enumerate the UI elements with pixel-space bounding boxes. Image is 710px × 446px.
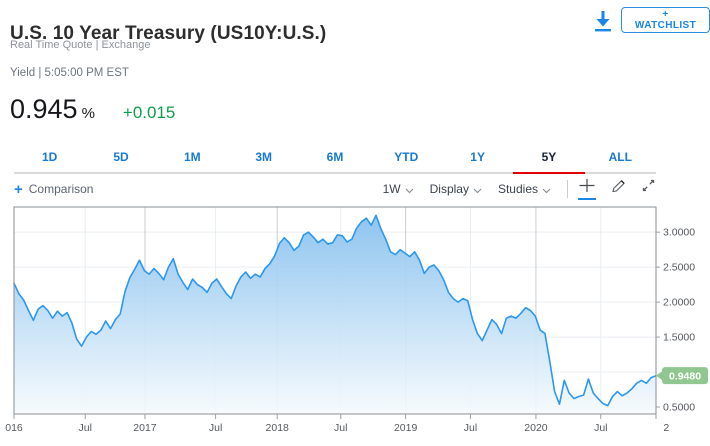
x-tick-label: Jul: [334, 422, 347, 434]
last-price: 0.945: [10, 94, 78, 124]
toolbar-divider: [567, 180, 568, 198]
last-price-badge-label: 0.9480: [669, 370, 701, 382]
x-tick-label: 2: [663, 422, 669, 434]
y-tick-label: 0.5000: [663, 402, 695, 414]
chart-dropdowns: 1W Display Studies: [383, 182, 567, 196]
price-unit: %: [81, 105, 95, 122]
x-tick-label: Jul: [464, 422, 477, 434]
price-row: 0.945 % +0.015: [10, 94, 175, 125]
price-chart-svg[interactable]: 016 Jul 2017 Jul 2018 Jul 2019 Jul 2020 Jul 2 3.000…: [0, 200, 710, 446]
comparison-button[interactable]: + Comparison: [14, 181, 93, 198]
tab-all[interactable]: ALL: [608, 150, 632, 164]
x-tick-label: 2020: [524, 422, 548, 434]
x-tick-label: 2018: [266, 422, 290, 434]
x-tick-label: 2017: [133, 422, 157, 434]
fullscreen-button[interactable]: [641, 178, 656, 200]
quote-context-line: Yield | 5:05:00 PM EST: [10, 67, 129, 79]
tab-1m[interactable]: 1M: [183, 150, 201, 164]
quote-source-label: Real Time Quote | Exchange: [10, 39, 151, 51]
draw-tool-button[interactable]: [610, 178, 627, 200]
pencil-icon: [610, 178, 627, 196]
x-tick-label: 2019: [394, 422, 418, 434]
y-tick-label: 2.5000: [663, 262, 695, 274]
download-icon: [591, 11, 615, 37]
comparison-label: Comparison: [28, 182, 94, 196]
x-tick-label: Jul: [209, 422, 222, 434]
chart-toolbar: + Comparison 1W Display Studies: [14, 177, 656, 201]
x-tick-label: Jul: [594, 422, 607, 434]
series-line: [13, 214, 657, 407]
chevron-down-icon: [473, 188, 482, 193]
tab-ytd[interactable]: YTD: [394, 150, 419, 164]
tab-5y[interactable]: 5Y: [513, 146, 585, 174]
tab-1y[interactable]: 1Y: [470, 150, 485, 164]
price-change: +0.015: [122, 103, 176, 122]
y-tick-label: 2.0000: [663, 297, 695, 309]
plus-icon: +: [14, 180, 23, 198]
expand-icon: [641, 178, 656, 196]
dropdown-display[interactable]: Display: [430, 182, 482, 196]
last-price-badge-arrow: [656, 370, 663, 381]
tab-1d[interactable]: 1D: [41, 150, 58, 164]
tab-3m[interactable]: 3M: [255, 150, 272, 164]
tab-6m[interactable]: 6M: [326, 150, 344, 164]
x-tick-label: Jul: [79, 422, 92, 434]
chevron-down-icon: [542, 188, 551, 193]
range-tabs: 1D 5D 1M 3M 6M YTD 1Y 5Y ALL: [14, 146, 656, 174]
add-watchlist-button[interactable]: + WATCHLIST: [621, 7, 710, 33]
dropdown-label: Studies: [497, 182, 538, 196]
dropdown-studies[interactable]: Studies: [498, 182, 551, 196]
chevron-down-icon: [405, 188, 414, 193]
x-tick-label: 016: [5, 422, 23, 434]
plot-border: [13, 206, 657, 415]
dropdown-label: 1W: [382, 182, 401, 196]
page-title: U.S. 10 Year Treasury (US10Y:U.S.): [10, 22, 327, 44]
dropdown-1w[interactable]: 1W: [383, 182, 414, 196]
download-button[interactable]: [591, 8, 615, 34]
y-tick-label: 1.5000: [663, 332, 695, 344]
price-chart[interactable]: 016 Jul 2017 Jul 2018 Jul 2019 Jul 2020 Jul 2 3.000…: [0, 200, 710, 446]
series-area: [14, 215, 656, 414]
last-price-badge: [662, 367, 708, 385]
dropdown-label: Display: [429, 182, 469, 196]
crosshair-tool-button[interactable]: [578, 178, 596, 200]
chart-tools: 1W Display Studies: [383, 178, 656, 200]
y-tick-label: 3.0000: [663, 227, 695, 239]
tab-5d[interactable]: 5D: [113, 150, 129, 164]
crosshair-icon: [578, 178, 596, 196]
